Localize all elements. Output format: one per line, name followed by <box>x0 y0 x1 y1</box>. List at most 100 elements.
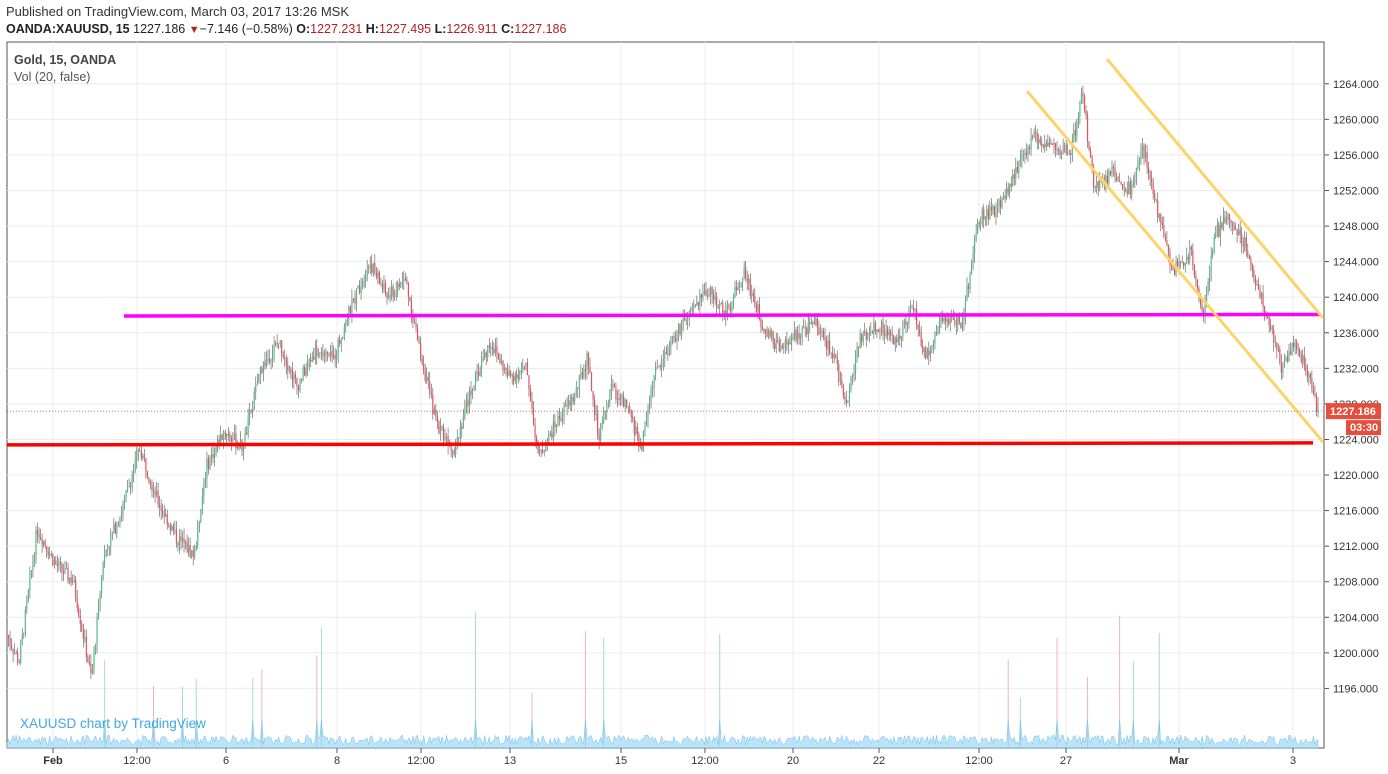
candle-body <box>276 342 278 344</box>
candle-body <box>719 304 721 308</box>
candle-body <box>917 325 919 330</box>
candle-series <box>6 85 1319 680</box>
candle-body <box>46 546 48 552</box>
candle-body <box>394 292 396 298</box>
candle-body <box>578 375 580 389</box>
candle-body <box>61 563 63 572</box>
candle-body <box>1001 198 1003 208</box>
candle-body <box>453 450 455 455</box>
candle-body <box>271 353 274 361</box>
candle-body <box>1277 348 1279 351</box>
candle-body <box>346 320 348 326</box>
candle-body <box>558 415 561 419</box>
candle-body <box>1311 378 1313 389</box>
candle-body <box>1016 167 1018 173</box>
candle-body <box>523 365 525 367</box>
candle-body <box>447 436 449 446</box>
candle-body <box>1115 176 1118 181</box>
candle-body <box>24 609 26 633</box>
candle-body <box>645 418 648 426</box>
candle-body <box>496 346 498 354</box>
candle-body <box>824 337 826 340</box>
candle-body <box>162 510 164 513</box>
time-tick-label: 15 <box>615 755 627 767</box>
candle-body <box>1134 179 1136 184</box>
candle-body <box>894 338 896 345</box>
candle-body <box>1082 92 1084 96</box>
candle-body <box>548 433 550 442</box>
time-tick-label: Feb <box>43 755 63 767</box>
candle-body <box>1158 214 1160 218</box>
candle-body <box>12 648 14 654</box>
candle-body <box>987 209 989 220</box>
candle-body <box>1152 182 1154 195</box>
candle-body <box>1296 341 1298 350</box>
candle-body <box>1038 138 1040 144</box>
candle-body <box>514 373 516 382</box>
candle-body <box>369 264 371 266</box>
price-tick-label: 1200.000 <box>1333 648 1379 660</box>
candle-body <box>389 295 391 297</box>
candle-body <box>557 415 559 426</box>
candle-body <box>1073 130 1075 142</box>
candle-body <box>349 306 351 314</box>
candle-body <box>726 304 728 317</box>
candle-body <box>76 597 78 609</box>
candle-body <box>743 267 745 278</box>
candle-body <box>238 445 240 449</box>
candle-body <box>279 340 281 344</box>
candle-body <box>340 339 342 344</box>
candle-body <box>17 652 19 663</box>
candle-body <box>1140 150 1142 161</box>
candle-body <box>1041 143 1043 147</box>
candle-body <box>775 339 777 349</box>
candle-body <box>809 322 811 324</box>
candle-body <box>35 530 37 556</box>
candle-body <box>940 317 942 321</box>
candle-body <box>114 523 116 534</box>
candle-body <box>461 426 463 429</box>
candle-body <box>836 357 838 365</box>
candle-body <box>650 388 652 404</box>
candle-body <box>821 330 823 333</box>
candle-body <box>165 514 167 517</box>
candle-body <box>729 305 732 312</box>
candle-body <box>452 450 454 452</box>
candle-body <box>876 329 878 332</box>
candle-body <box>14 652 16 654</box>
candle-body <box>1059 149 1061 155</box>
candle-body <box>256 383 258 386</box>
candle-body <box>304 367 306 376</box>
candle-body <box>584 369 587 371</box>
candle-body <box>502 360 504 371</box>
candle-body <box>78 608 80 616</box>
candle-body <box>371 264 373 273</box>
price-tick-label: 1204.000 <box>1333 612 1379 624</box>
candle-body <box>363 280 365 282</box>
candle-body <box>1219 223 1221 237</box>
candle-body <box>618 397 620 401</box>
candle-body <box>911 307 913 309</box>
candle-body <box>285 359 287 366</box>
candle-body <box>192 550 194 557</box>
candle-body <box>97 601 100 618</box>
candle-body <box>922 345 924 353</box>
candle-body <box>909 307 912 312</box>
candle-body <box>891 335 893 336</box>
candle-body <box>854 357 857 373</box>
candle-body <box>438 421 440 434</box>
candle-body <box>163 512 165 517</box>
candle-body <box>473 385 475 389</box>
candle-body <box>1273 330 1275 343</box>
candle-body <box>224 432 226 434</box>
candle-body <box>532 408 535 425</box>
chart-grid <box>6 41 1325 749</box>
candle-body <box>842 385 844 397</box>
candle-body <box>510 372 512 376</box>
candle-body <box>149 481 152 485</box>
candle-body <box>777 339 779 342</box>
candle-body <box>974 239 976 254</box>
candle-body <box>1054 142 1057 151</box>
candle-body <box>416 327 419 341</box>
